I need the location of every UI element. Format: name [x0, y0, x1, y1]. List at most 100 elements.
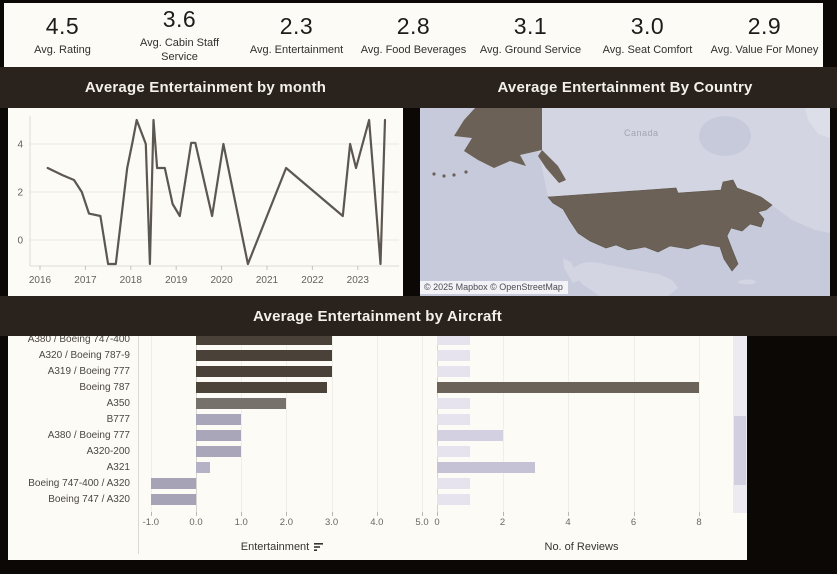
reviews-bar[interactable]: [437, 494, 470, 505]
kpi-label: Avg. Cabin Staff Service: [139, 36, 220, 63]
sort-descending-icon[interactable]: [313, 542, 324, 552]
axis-tick-label: -1.0: [142, 517, 159, 528]
kpi-label: Avg. Ground Service: [479, 43, 582, 56]
entertainment-bar[interactable]: [196, 350, 332, 361]
svg-text:2020: 2020: [210, 275, 233, 286]
entertainment-bar[interactable]: [196, 336, 332, 345]
kpi-card[interactable]: 3.0 Avg. Seat Comfort: [589, 3, 706, 67]
bar-row-label[interactable]: A380 / Boeing 777: [47, 430, 130, 441]
entertainment-bar[interactable]: [196, 398, 287, 409]
kpi-card[interactable]: 2.9 Avg. Value For Money: [706, 3, 823, 67]
gridline: [241, 336, 243, 512]
svg-text:0: 0: [17, 236, 23, 247]
kpi-label: Avg. Value For Money: [710, 43, 819, 56]
svg-text:2: 2: [17, 188, 23, 199]
entertainment-plot[interactable]: [140, 336, 425, 512]
map-label-canada: Canada: [624, 128, 659, 138]
reviews-bar[interactable]: [437, 430, 503, 441]
gridline: [331, 336, 333, 512]
reviews-bar[interactable]: [437, 478, 470, 489]
gridline: [376, 336, 378, 512]
kpi-value: 3.6: [162, 5, 197, 32]
kpi-label: Avg. Entertainment: [249, 43, 344, 56]
reviews-plot[interactable]: [430, 336, 733, 512]
gridline: [633, 336, 635, 512]
entertainment-bar[interactable]: [196, 430, 242, 441]
svg-text:2016: 2016: [29, 275, 52, 286]
column-divider: [138, 336, 139, 554]
bar-chart-title: Average Entertainment by Aircraft: [253, 307, 502, 325]
bar-row-label[interactable]: Boeing 747 / A320: [48, 494, 130, 505]
us-country-shape[interactable]: [547, 179, 773, 272]
axis-tick-label: 4: [565, 517, 571, 528]
canada-shape[interactable]: [538, 108, 830, 233]
axis-tick: [633, 512, 635, 516]
title-band-top: Average Entertainment by month Average E…: [0, 67, 837, 108]
bar-row-label[interactable]: Boeing 747-400 / A320: [28, 478, 130, 489]
gridline: [502, 336, 504, 512]
mexico-shape[interactable]: [572, 262, 678, 296]
axis-tick-label: 3.0: [324, 517, 339, 528]
reviews-bar[interactable]: [437, 350, 470, 361]
gridline: [286, 336, 288, 512]
kpi-card[interactable]: 2.3 Avg. Entertainment: [238, 3, 355, 67]
cuba-shape: [738, 279, 756, 285]
line-chart-canvas[interactable]: 0 2 4 2016 2017 2018 2019 2020 2021 2022 2023: [8, 108, 403, 296]
bar-row-label[interactable]: A319 / Boeing 777: [47, 366, 130, 377]
axis-tick-label: 2: [499, 517, 506, 528]
reviews-axis-ticks: 0 2 4 6 8: [430, 512, 733, 530]
axis-tick: [286, 512, 288, 516]
axis-tick: [422, 512, 423, 516]
alaska-shape[interactable]: [454, 108, 542, 168]
entertainment-axis-title: Entertainment: [140, 539, 425, 555]
axis-tick-label: 5.0: [415, 517, 429, 528]
kpi-card[interactable]: 2.8 Avg. Food Beverages: [355, 3, 472, 67]
bar-row-label[interactable]: A320-200: [86, 446, 130, 457]
vertical-scrollbar[interactable]: [733, 336, 747, 513]
entertainment-bar[interactable]: [196, 446, 242, 457]
entertainment-axis-ticks: -1.0 0.0 1.0 2.0 3.0 4.0 5.0: [140, 512, 429, 530]
axis-tick-label: 4.0: [370, 517, 384, 528]
bar-row-label[interactable]: B777: [106, 414, 130, 425]
axis-tick-label: 0.0: [189, 517, 203, 528]
aleutian-island: [442, 174, 446, 178]
entertainment-bar[interactable]: [196, 414, 242, 425]
kpi-card[interactable]: 4.5 Avg. Rating: [4, 3, 121, 67]
map-canvas[interactable]: [420, 108, 830, 296]
reviews-bar[interactable]: [437, 398, 470, 409]
axis-tick-label: 0: [434, 517, 440, 528]
kpi-card[interactable]: 3.6 Avg. Cabin Staff Service: [121, 3, 238, 67]
axis-tick-label: 1.0: [234, 517, 248, 528]
map-title: Average Entertainment By Country: [497, 79, 753, 96]
kpi-card[interactable]: 3.1 Avg. Ground Service: [472, 3, 589, 67]
svg-text:2017: 2017: [74, 275, 97, 286]
aircraft-bar-chart: A380 / Boeing 747-400 A320 / Boeing 787-9…: [8, 336, 747, 560]
line-chart[interactable]: 0 2 4 2016 2017 2018 2019 2020 2021 2022 2023: [8, 108, 403, 296]
axis-tick: [150, 512, 152, 516]
entertainment-bar[interactable]: [196, 462, 210, 473]
map[interactable]: Canada © 2025 Mapbox © OpenStreetMap: [420, 108, 830, 296]
scrollbar-thumb[interactable]: [734, 416, 746, 485]
reviews-bar[interactable]: [437, 382, 699, 393]
reviews-bar[interactable]: [437, 446, 470, 457]
reviews-bar[interactable]: [437, 366, 470, 377]
reviews-bar[interactable]: [437, 414, 470, 425]
bar-row-label[interactable]: Boeing 787: [79, 382, 130, 393]
axis-tick: [699, 512, 700, 516]
greenland-shape: [805, 108, 830, 138]
svg-text:2019: 2019: [165, 275, 188, 286]
bar-row-label[interactable]: A321: [106, 462, 130, 473]
reviews-bar[interactable]: [437, 336, 470, 345]
reviews-bar[interactable]: [437, 462, 536, 473]
aleutian-island: [452, 173, 456, 177]
map-attribution[interactable]: © 2025 Mapbox © OpenStreetMap: [420, 281, 568, 294]
entertainment-bar[interactable]: [150, 494, 196, 505]
svg-text:2018: 2018: [120, 275, 143, 286]
line-chart-title: Average Entertainment by month: [84, 79, 327, 96]
entertainment-bar[interactable]: [196, 366, 332, 377]
bar-row-label[interactable]: A350: [106, 398, 130, 409]
bar-row-label[interactable]: A320 / Boeing 787-9: [38, 350, 130, 361]
entertainment-bar[interactable]: [150, 478, 196, 489]
entertainment-bar[interactable]: [196, 382, 328, 393]
bar-row-label[interactable]: A380 / Boeing 747-400: [27, 336, 130, 345]
